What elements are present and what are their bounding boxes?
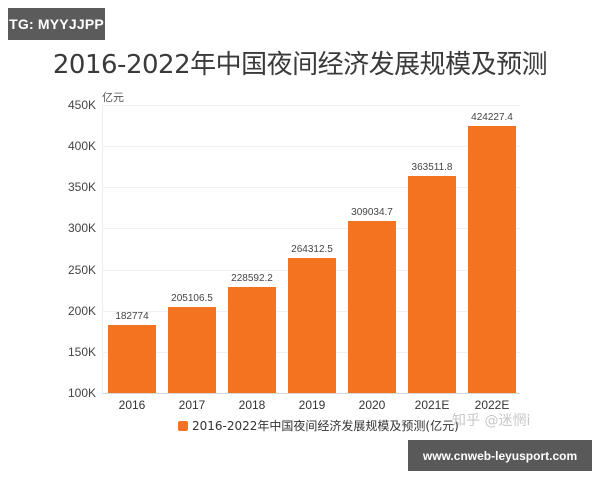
x-tick-label: 2016 <box>118 398 146 412</box>
x-tick-label: 2019 <box>298 398 326 412</box>
bar-2022e <box>468 126 516 393</box>
url-badge: www.cnweb-leyusport.com <box>408 440 592 471</box>
y-axis-line <box>102 105 103 393</box>
bar-2018 <box>228 287 276 393</box>
bar-value-label: 264312.5 <box>291 244 333 255</box>
x-axis-line <box>102 393 520 394</box>
y-tick-label: 100K <box>67 386 96 400</box>
gridline <box>102 105 520 106</box>
gridline <box>102 187 520 188</box>
legend-swatch-icon <box>178 420 188 431</box>
y-tick-label: 400K <box>67 139 96 153</box>
y-axis-unit: 亿元 <box>102 91 124 104</box>
bar-2017 <box>168 307 216 393</box>
bar-value-label: 182774 <box>115 311 149 322</box>
x-tick-label: 2018 <box>238 398 266 412</box>
bar-value-label: 228592.2 <box>231 273 273 284</box>
bar-2021e <box>408 176 456 393</box>
gridline <box>102 228 520 229</box>
y-tick-label: 150K <box>67 345 96 359</box>
x-tick-label: 2017 <box>178 398 206 412</box>
x-tick-label: 2022E <box>474 398 510 412</box>
y-tick-label: 250K <box>67 263 96 277</box>
chart-legend[interactable]: 2016-2022年中国夜间经济发展规模及预测(亿元) <box>178 417 459 434</box>
y-tick-label: 450K <box>67 98 96 112</box>
bar-value-label: 309034.7 <box>351 207 393 218</box>
x-tick-label: 2020 <box>358 398 386 412</box>
bar-2020 <box>348 221 396 393</box>
y-tick-label: 200K <box>67 304 96 318</box>
bar-value-label: 424227.4 <box>471 112 513 123</box>
x-tick-label: 2021E <box>414 398 450 412</box>
chart-title: 2016-2022年中国夜间经济发展规模及预测 <box>52 50 548 80</box>
bar-value-label: 363511.8 <box>411 162 453 173</box>
y-tick-label: 300K <box>67 221 96 235</box>
gridline <box>102 146 520 147</box>
tg-badge: TG: MYYJJPP <box>8 8 105 40</box>
y-tick-label: 350K <box>67 180 96 194</box>
bar-2016 <box>108 325 156 393</box>
watermark: 知乎 @迷惘i <box>452 413 531 429</box>
legend-label: 2016-2022年中国夜间经济发展规模及预测(亿元) <box>192 419 459 433</box>
bar-value-label: 205106.5 <box>171 293 213 304</box>
bar-2019 <box>288 258 336 393</box>
